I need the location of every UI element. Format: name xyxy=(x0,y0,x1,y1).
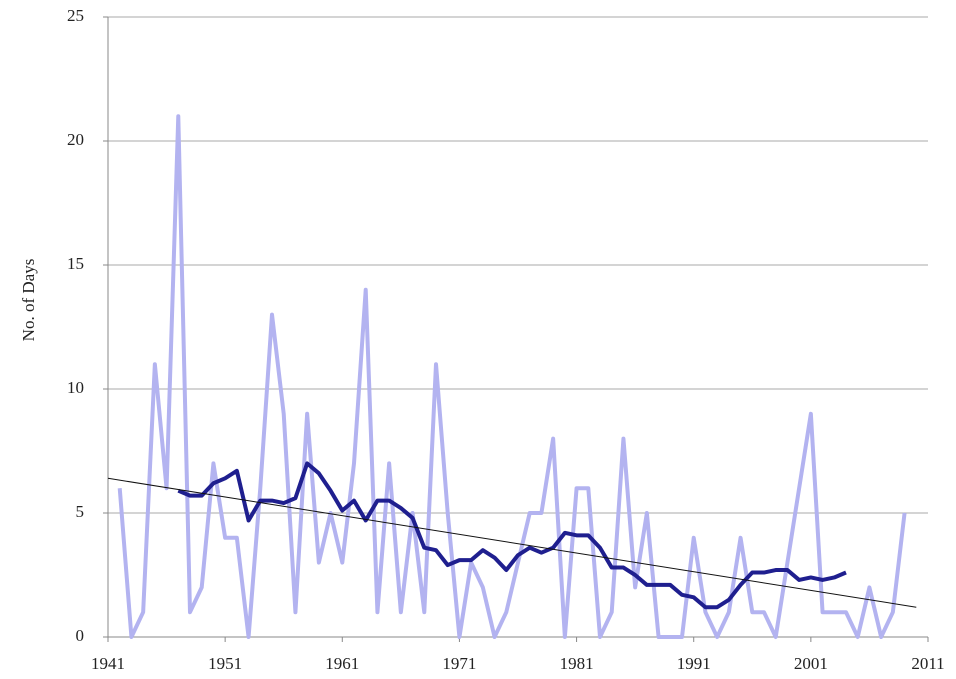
x-tick-label: 2001 xyxy=(794,654,828,673)
y-axis-label: No. of Days xyxy=(19,259,38,342)
x-tick-label: 1941 xyxy=(91,654,125,673)
series-line xyxy=(177,461,847,610)
x-tick-label: 1991 xyxy=(677,654,711,673)
x-tick-label: 2011 xyxy=(911,654,944,673)
y-tick-label: 15 xyxy=(67,254,84,273)
y-tick-label: 25 xyxy=(67,6,84,25)
series-line xyxy=(117,114,907,639)
x-tick-label: 1981 xyxy=(560,654,594,673)
y-tick-label: 0 xyxy=(76,626,85,645)
series-line xyxy=(107,477,917,608)
x-tick-label: 1961 xyxy=(325,654,359,673)
x-tick-label: 1971 xyxy=(442,654,476,673)
y-tick-label: 5 xyxy=(76,502,85,521)
y-tick-label: 20 xyxy=(67,130,84,149)
x-tick-label: 1951 xyxy=(208,654,242,673)
y-tick-label: 10 xyxy=(67,378,84,397)
